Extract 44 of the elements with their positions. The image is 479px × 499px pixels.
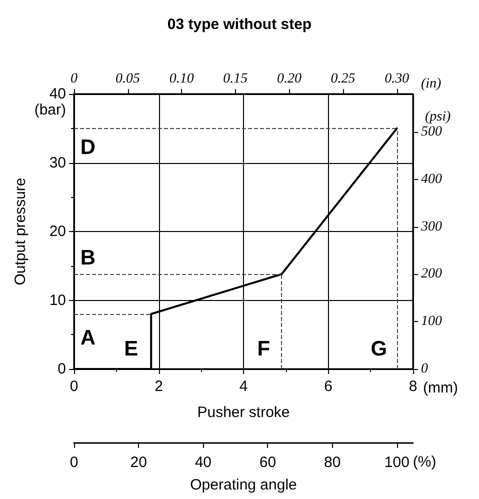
annotation: B [80, 246, 96, 270]
x2-tick-label: 0.05 [116, 72, 140, 86]
text: 60 [259, 454, 276, 471]
annotation: F [257, 338, 270, 360]
x2-tick-label: 0 [70, 72, 78, 86]
text: (bar) [34, 102, 66, 118]
y2-tick-label: 400 [421, 172, 442, 187]
text: 40 [194, 454, 212, 471]
y-tick-label: 10 [49, 292, 66, 309]
text: 100 [384, 454, 410, 471]
text: 20 [130, 454, 147, 471]
text: 80 [324, 454, 341, 471]
y2-axis-title: (psi) [425, 110, 451, 124]
text: 0 [70, 454, 78, 471]
x-axis-title: Pusher stroke [197, 404, 290, 421]
x2-tick-label: 0.30 [384, 72, 410, 86]
x2-axis-title: (in) [421, 76, 442, 92]
x-tick-label: 4 [239, 378, 248, 395]
x2-tick-label: 0.20 [276, 72, 302, 86]
x-tick-label: 2 [154, 378, 163, 395]
y-tick-label: 40 [49, 86, 66, 102]
x-tick-label: 0 [70, 378, 78, 395]
text: Operating angle [190, 476, 297, 494]
annotation: D [80, 136, 96, 159]
y2-tick-label: 0 [421, 362, 428, 376]
x2-tick-label: 0.25 [330, 72, 356, 86]
y-tick-label: 30 [49, 154, 66, 172]
y2-tick-label: 100 [421, 314, 442, 330]
text: (%) [412, 454, 436, 470]
annotation: A [80, 326, 96, 350]
x-tick-label: 6 [324, 378, 332, 395]
annotation: G [370, 338, 388, 360]
y2-tick-label: 500 [421, 124, 442, 140]
chart-title: 03 type without step [167, 16, 312, 33]
annotation: E [124, 338, 138, 360]
x-tick-label: 8 [408, 378, 418, 395]
x2-tick-label: 0.10 [169, 72, 194, 86]
y-tick-label: 0 [58, 360, 66, 378]
y2-tick-label: 300 [420, 219, 442, 234]
text: (mm) [423, 380, 458, 396]
y-axis-title: Output pressure [12, 178, 29, 286]
y-tick-label: 20 [49, 223, 66, 240]
x2-tick-label: 0.15 [223, 72, 248, 86]
y2-tick-label: 200 [421, 266, 442, 282]
